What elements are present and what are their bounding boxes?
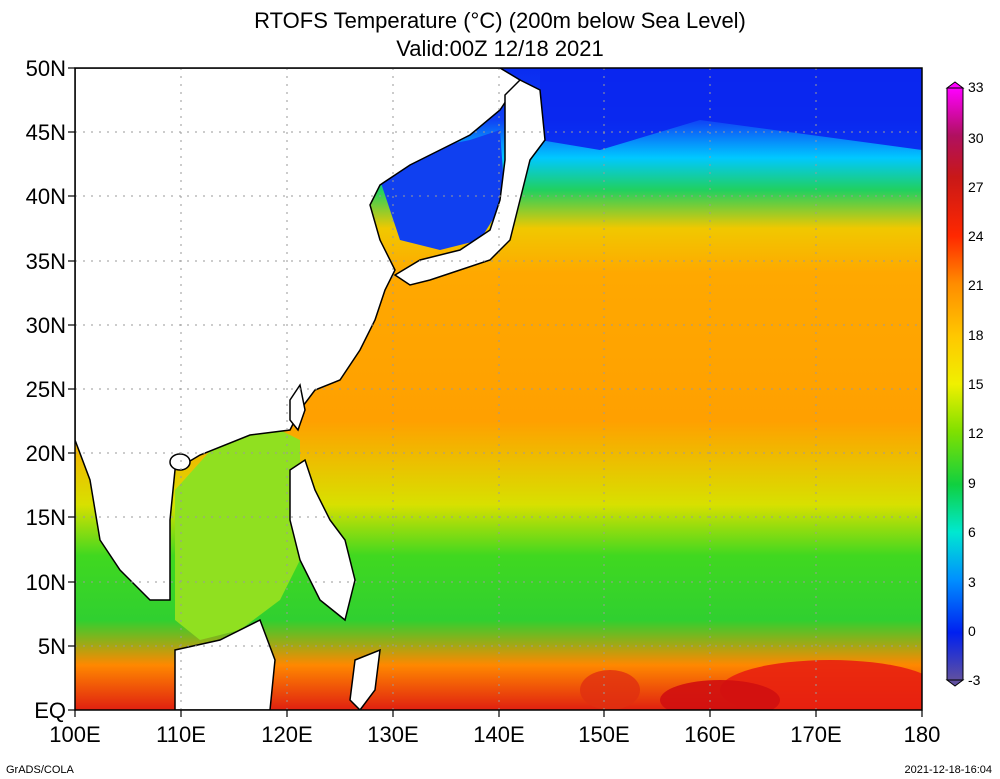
colorbar-label: 6 [968, 524, 976, 540]
lon-label-130e: 130E [367, 722, 419, 747]
lat-label-15n: 15N [25, 505, 66, 530]
lat-label-25n: 25N [25, 377, 66, 402]
lon-label-160e: 160E [684, 722, 736, 747]
colorbar-label: 15 [968, 376, 984, 392]
footer-credit: GrADS/COLA [6, 764, 74, 776]
lat-label-40n: 40N [25, 184, 66, 209]
asia-landmass [75, 68, 522, 601]
lon-label-180: 180 [903, 722, 941, 747]
lat-label-5n: 5N [37, 634, 66, 659]
colorbar-label: 12 [968, 425, 984, 441]
lon-label-150e: 150E [578, 722, 630, 747]
lat-label-35n: 35N [25, 249, 66, 274]
colorbar-label: 27 [968, 179, 984, 195]
lon-label-170e: 170E [790, 722, 842, 747]
map-title: RTOFS Temperature (°C) (200m below Sea L… [254, 8, 746, 33]
taiwan-land [289, 383, 306, 432]
colorbar-label: 18 [968, 327, 984, 343]
sulawesi-land [349, 648, 381, 710]
lat-label-eq: EQ [34, 698, 66, 723]
colorbar-label: 0 [968, 623, 976, 639]
warm-patch-central [660, 680, 780, 710]
lat-label-10n: 10N [25, 570, 66, 595]
lat-label-30n: 30N [25, 313, 66, 338]
lon-label-120e: 120E [261, 722, 313, 747]
graticule [75, 68, 922, 710]
colorbar-label: 3 [968, 574, 976, 590]
lon-label-140e: 140E [473, 722, 525, 747]
north-cold-region [540, 68, 922, 150]
lat-label-50n: 50N [25, 56, 66, 81]
colorbar [945, 81, 965, 687]
lon-label-110e: 110E [156, 722, 206, 747]
philippines-land [289, 458, 356, 622]
colorbar-label: 9 [968, 475, 976, 491]
south-china-sea-region [175, 425, 300, 640]
footer-timestamp: 2021-12-18-16:04 [904, 764, 992, 776]
colorbar-label: 33 [968, 79, 984, 95]
hainan-land [169, 453, 191, 471]
lon-label-100e: 100E [49, 722, 101, 747]
lat-label-45n: 45N [25, 120, 66, 145]
lat-label-20n: 20N [25, 441, 66, 466]
colorbar-label: 21 [968, 277, 984, 293]
map-valid-time: Valid:00Z 12/18 2021 [396, 36, 604, 61]
colorbar-label: -3 [968, 672, 981, 688]
colorbar-label: 24 [968, 228, 984, 244]
axis-ticks [68, 67, 923, 717]
warm-patch-west [580, 670, 640, 710]
colorbar-label: 30 [968, 130, 984, 146]
japan-land [393, 79, 546, 286]
borneo-land [174, 618, 276, 710]
